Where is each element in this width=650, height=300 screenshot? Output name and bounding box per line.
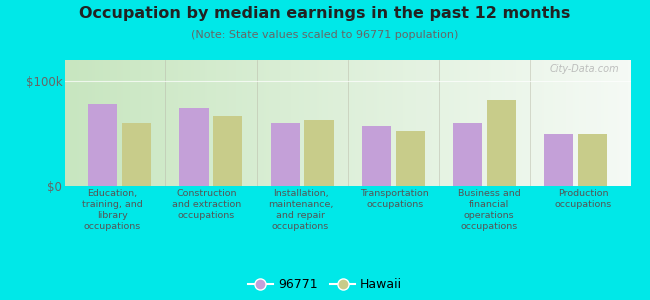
- Text: Occupation by median earnings in the past 12 months: Occupation by median earnings in the pas…: [79, 6, 571, 21]
- Text: (Note: State values scaled to 96771 population): (Note: State values scaled to 96771 popu…: [191, 30, 459, 40]
- Bar: [453, 123, 482, 186]
- Bar: [362, 126, 391, 186]
- Bar: [578, 134, 607, 186]
- Bar: [304, 120, 333, 186]
- Text: Business and
financial
operations
occupations: Business and financial operations occupa…: [458, 189, 521, 231]
- Text: City-Data.com: City-Data.com: [549, 64, 619, 74]
- Bar: [179, 108, 209, 186]
- Text: Transportation
occupations: Transportation occupations: [361, 189, 429, 209]
- Text: Construction
and extraction
occupations: Construction and extraction occupations: [172, 189, 241, 220]
- Bar: [396, 131, 425, 186]
- Bar: [88, 104, 118, 186]
- Text: Installation,
maintenance,
and repair
occupations: Installation, maintenance, and repair oc…: [268, 189, 333, 231]
- Bar: [213, 116, 242, 186]
- Bar: [544, 134, 573, 186]
- Text: Production
occupations: Production occupations: [554, 189, 612, 209]
- Text: Education,
training, and
library
occupations: Education, training, and library occupat…: [82, 189, 142, 231]
- Bar: [487, 100, 516, 186]
- Bar: [122, 123, 151, 186]
- Legend: 96771, Hawaii: 96771, Hawaii: [246, 276, 404, 294]
- Bar: [270, 123, 300, 186]
